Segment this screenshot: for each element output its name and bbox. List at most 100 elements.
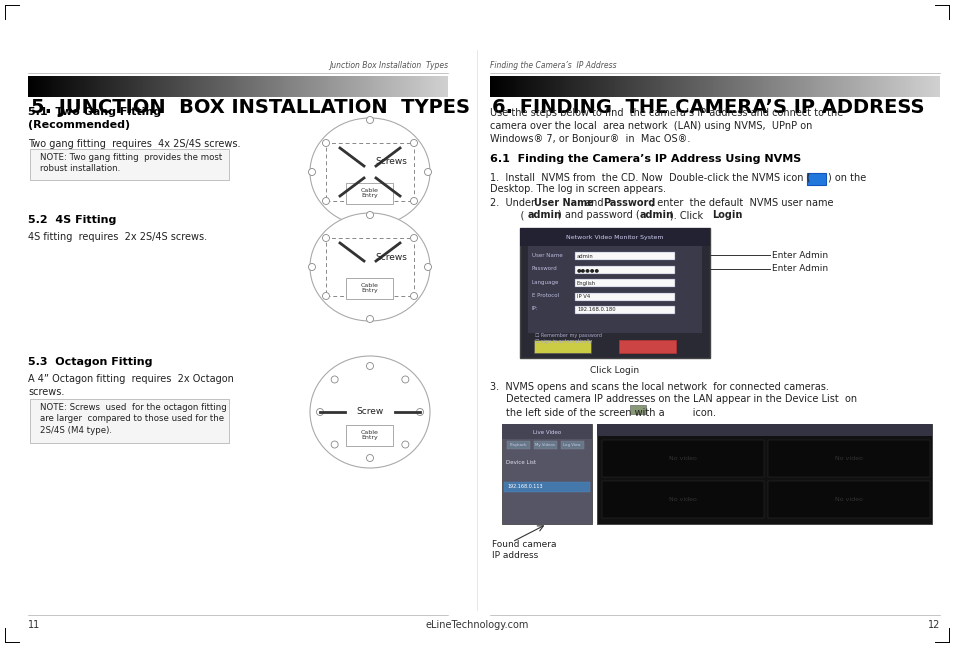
Circle shape <box>424 263 431 270</box>
Bar <box>624 76 626 97</box>
Bar <box>139 76 141 97</box>
Text: 192.168.0.113: 192.168.0.113 <box>506 483 542 488</box>
Bar <box>34 76 36 97</box>
Bar <box>712 76 714 97</box>
Bar <box>53 76 55 97</box>
Bar <box>599 76 602 97</box>
Text: IP:: IP: <box>532 307 538 311</box>
Bar <box>206 76 209 97</box>
Bar <box>741 76 743 97</box>
Bar <box>354 76 355 97</box>
Bar <box>192 76 193 97</box>
Text: Playback: Playback <box>509 443 526 447</box>
Text: Finding the Camera’s  IP Address: Finding the Camera’s IP Address <box>490 61 616 70</box>
Bar <box>818 76 820 97</box>
Bar <box>618 76 619 97</box>
Bar <box>349 76 351 97</box>
Bar <box>768 76 770 97</box>
Bar <box>181 76 183 97</box>
Text: Junction Box Installation  Types: Junction Box Installation Types <box>329 61 448 70</box>
Bar <box>221 76 223 97</box>
Bar <box>755 76 757 97</box>
Bar <box>125 76 127 97</box>
Bar <box>560 441 583 449</box>
Bar <box>861 76 862 97</box>
Bar <box>557 76 559 97</box>
Bar <box>104 76 106 97</box>
Bar <box>152 76 153 97</box>
Bar <box>101 76 104 97</box>
Bar <box>389 76 391 97</box>
Circle shape <box>316 408 323 415</box>
Bar <box>932 76 935 97</box>
Bar <box>416 76 418 97</box>
Text: 4S fitting  requires  2x 2S/4S screws.: 4S fitting requires 2x 2S/4S screws. <box>28 232 207 242</box>
Bar <box>179 76 181 97</box>
Bar <box>385 76 387 97</box>
Bar <box>780 76 781 97</box>
Bar <box>809 76 811 97</box>
Bar <box>89 76 91 97</box>
Bar <box>280 76 282 97</box>
Bar <box>548 76 550 97</box>
Bar <box>272 76 274 97</box>
Text: Screw: Screw <box>356 408 383 417</box>
Bar <box>636 76 638 97</box>
Text: IP V4: IP V4 <box>577 294 590 299</box>
Bar <box>223 76 225 97</box>
Bar <box>87 76 89 97</box>
Bar <box>135 76 137 97</box>
Bar <box>680 76 682 97</box>
Bar <box>263 76 265 97</box>
Bar <box>555 76 557 97</box>
Bar <box>198 76 200 97</box>
Bar <box>575 266 675 274</box>
Bar <box>506 441 530 449</box>
Text: ) and password (: ) and password ( <box>558 210 639 220</box>
Bar <box>609 76 611 97</box>
Bar <box>110 76 112 97</box>
Circle shape <box>308 263 315 270</box>
Bar <box>748 76 750 97</box>
Bar <box>923 76 925 97</box>
Text: Enter Admin: Enter Admin <box>771 264 827 273</box>
Bar <box>336 76 338 97</box>
Text: No video: No video <box>668 456 697 461</box>
Bar <box>395 76 397 97</box>
Bar <box>78 76 80 97</box>
Bar <box>881 76 882 97</box>
Bar <box>788 76 791 97</box>
Bar <box>431 76 433 97</box>
Bar <box>550 76 553 97</box>
Bar <box>854 76 856 97</box>
Bar <box>654 76 656 97</box>
Ellipse shape <box>310 213 430 321</box>
Bar <box>420 76 422 97</box>
Bar <box>254 76 256 97</box>
Bar <box>613 76 616 97</box>
Bar <box>380 76 382 97</box>
Bar <box>47 76 49 97</box>
Text: admin: admin <box>527 210 561 220</box>
Bar <box>99 76 101 97</box>
Bar <box>644 76 647 97</box>
Circle shape <box>424 168 431 175</box>
Bar <box>725 76 728 97</box>
Bar <box>743 76 745 97</box>
Bar <box>530 76 532 97</box>
Bar <box>286 76 288 97</box>
Bar <box>737 76 739 97</box>
Bar <box>905 76 907 97</box>
Bar <box>537 76 539 97</box>
FancyBboxPatch shape <box>30 149 229 180</box>
Bar <box>732 76 735 97</box>
Bar <box>935 76 937 97</box>
Bar <box>887 76 889 97</box>
Bar <box>631 76 634 97</box>
Bar <box>338 76 340 97</box>
Bar <box>382 76 385 97</box>
Bar <box>566 76 568 97</box>
Bar <box>665 76 667 97</box>
Bar <box>872 76 874 97</box>
Bar <box>847 76 849 97</box>
